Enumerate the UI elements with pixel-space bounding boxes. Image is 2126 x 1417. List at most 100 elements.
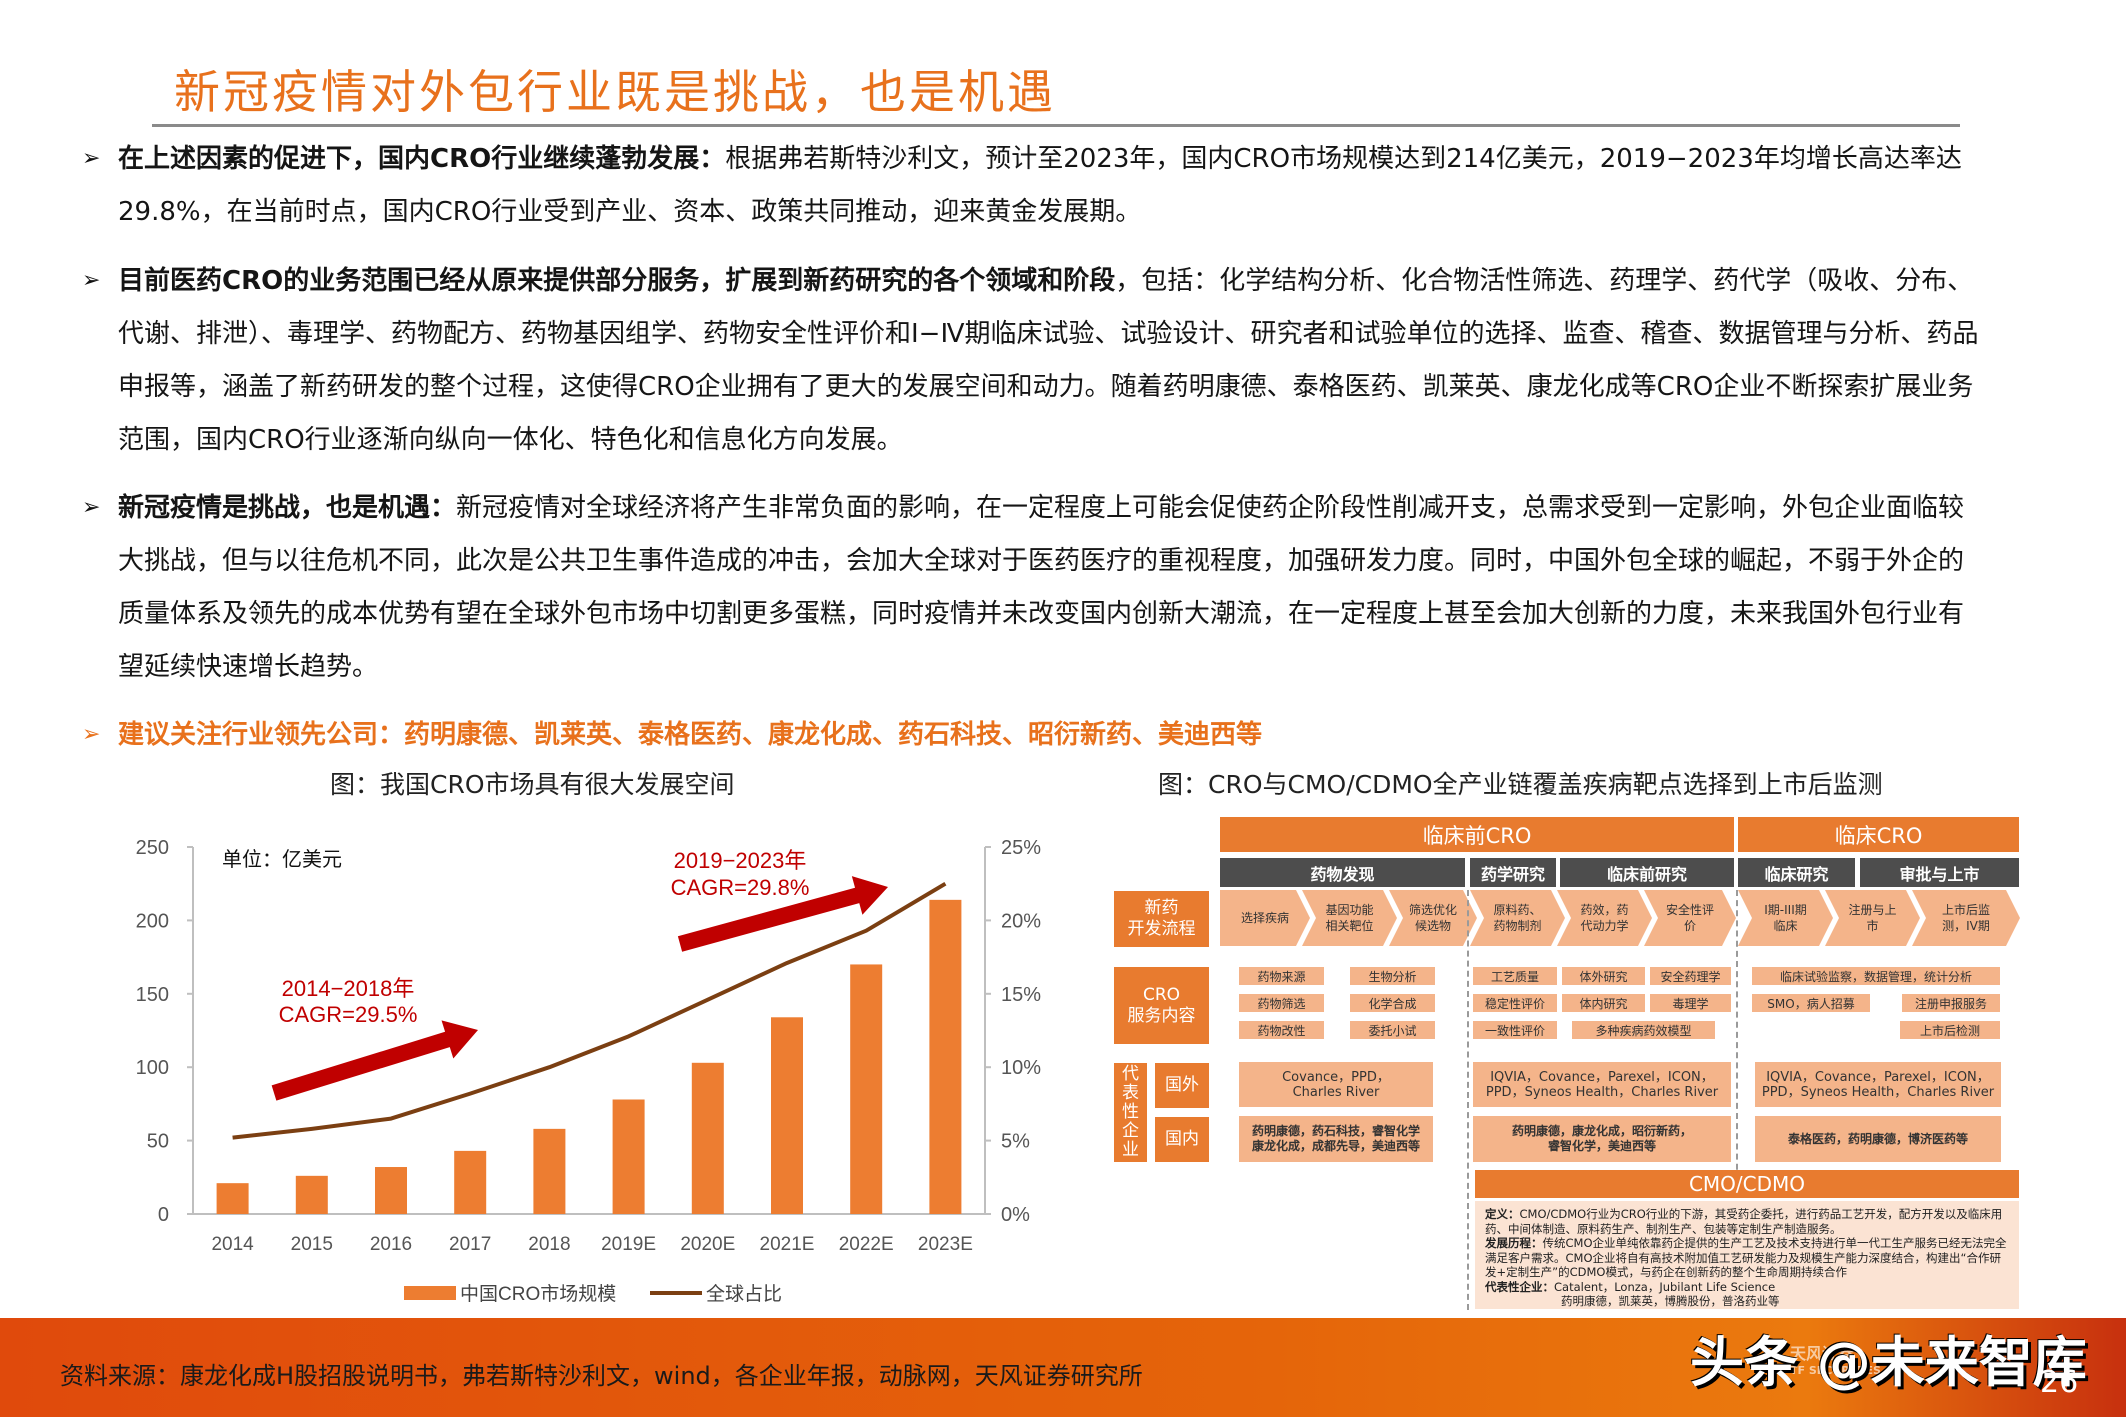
company-box: IQVIA，Covance，Parexel，ICON， PPD，Syneos H… — [1473, 1062, 1731, 1107]
x-tick-label: 2015 — [291, 1234, 333, 1255]
x-tick-label: 2016 — [370, 1234, 412, 1255]
legend-label: 全球占比 — [706, 1283, 782, 1305]
process-step: 原料药、 药物制剂 — [1470, 890, 1565, 946]
cmo-companies-line2: 药明康德，凯莱英，博腾股份，普洛药业等 — [1561, 1294, 1780, 1308]
logo-cn: 天风证券 — [1790, 1344, 1855, 1363]
diagram-caption: 图：CRO与CMO/CDMO全产业链覆盖疾病靶点选择到上市后监测 — [1158, 770, 1883, 799]
cmo-def-label: 定义： — [1485, 1207, 1520, 1221]
service-chip: 注册申报服务 — [1902, 994, 2000, 1012]
stage-pharma-research: 药学研究 — [1470, 858, 1556, 887]
service-chip: 临床试验监察，数据管理，统计分析 — [1752, 967, 2000, 985]
share-line — [232, 881, 947, 1140]
company-box: 药明康德，康龙化成，昭衍新药， 睿智化学，美迪西等 — [1473, 1116, 1731, 1162]
process-flow: 选择疾病 基因功能 相关靶位 筛选优化 候选物 原料药、 药物制剂 药效，药 代… — [1220, 890, 2020, 946]
service-chip: 化学合成 — [1350, 994, 1435, 1012]
cagr-annotation: 2019−2023年 — [674, 848, 807, 873]
x-tick-label: 2014 — [211, 1234, 254, 1255]
y-tick-label: 150 — [136, 984, 169, 1006]
header-cmo-cdmo: CMO/CDMO — [1475, 1170, 2019, 1198]
bar — [850, 964, 883, 1214]
row-label-process: 新药 开发流程 — [1114, 891, 1209, 947]
service-chip: 生物分析 — [1350, 967, 1435, 985]
y2-tick-label: 0% — [1001, 1204, 1030, 1226]
y-tick-label: 50 — [147, 1131, 169, 1153]
service-chip: 一致性评价 — [1473, 1021, 1557, 1039]
service-chip: 委托小试 — [1350, 1021, 1435, 1039]
x-tick-label: 2019E — [601, 1234, 656, 1255]
row-label-services: CRO 服务内容 — [1114, 967, 1209, 1044]
y-tick-label: 0 — [158, 1204, 169, 1226]
y2-tick-label: 5% — [1001, 1131, 1030, 1153]
stage-clinical-research: 临床研究 — [1738, 858, 1855, 887]
chart-caption: 图：我国CRO市场具有很大发展空间 — [330, 770, 735, 799]
bullet-arrow-icon: ➢ — [82, 268, 101, 293]
paragraph-cro-scope: 目前医药CRO的业务范围已经从原来提供部分服务，扩展到新药研究的各个领域和阶段，… — [118, 255, 1988, 467]
process-step: 上市后监 测，IV期 — [1912, 890, 2020, 946]
x-tick-label: 2023E — [918, 1234, 973, 1255]
header-preclinical-cro: 临床前CRO — [1220, 817, 1734, 852]
bar — [216, 1183, 249, 1214]
paragraph-body: 新冠疫情对全球经济将产生非常负面的影响，在一定程度上可能会促使药企阶段性削减开支… — [118, 493, 1965, 682]
bar — [691, 1062, 724, 1214]
paragraph-body: 根据弗若斯特沙利文，预计至2023年，国内CRO市场规模达到214亿美元，201… — [118, 144, 1962, 227]
cmo-history-label: 发展历程： — [1485, 1236, 1543, 1250]
bullet-arrow-icon: ➢ — [82, 146, 101, 171]
service-chip: 药物改性 — [1239, 1021, 1324, 1039]
service-chip: 体内研究 — [1562, 994, 1645, 1012]
bar — [612, 1099, 645, 1214]
y2-tick-label: 10% — [1001, 1057, 1041, 1079]
cmo-def-text: CMO/CDMO行业为CRO行业的下游，其受药企委托，进行药品工艺开发，配方开发… — [1485, 1207, 2003, 1236]
paragraph-body: ，包括：化学结构分析、化合物活性筛选、药理学、药代学（吸收、分布、代谢、排泄）、… — [118, 266, 1979, 455]
x-tick-label: 2020E — [680, 1234, 735, 1255]
legend-swatch-bar — [404, 1286, 456, 1300]
row-label-companies: 代 表 性 企 业 — [1114, 1063, 1147, 1162]
company-box: IQVIA，Covance，Parexel，ICON， PPD，Syneos H… — [1755, 1062, 2001, 1107]
source-note: 资料来源：康龙化成H股招股说明书，弗若斯特沙利文，wind，各企业年报，动脉网，… — [60, 1362, 1143, 1390]
cagr-annotation: CAGR=29.8% — [671, 875, 810, 900]
process-step: 基因功能 相关靶位 — [1302, 890, 1397, 946]
y2-tick-label: 25% — [1001, 837, 1041, 859]
cmo-companies-label: 代表性企业： — [1485, 1279, 1554, 1294]
tf-securities-logo: 天风证券 TF SECURITIES — [1790, 1340, 1881, 1377]
y-tick-label: 250 — [136, 837, 169, 859]
service-chip: 体外研究 — [1562, 967, 1645, 985]
page-number: 26 — [2040, 1365, 2079, 1400]
page-title: 新冠疫情对外包行业既是挑战，也是机遇 — [174, 65, 1056, 119]
service-chip: 药物筛选 — [1239, 994, 1324, 1012]
service-chip: 上市后检测 — [1900, 1021, 2000, 1039]
process-step: 安全性评 价 — [1644, 890, 1736, 946]
watermark: 头条 @未来智库 — [1690, 1331, 2087, 1394]
trend-arrow-icon — [677, 876, 888, 952]
process-step: 药效，药 代动力学 — [1557, 890, 1652, 946]
service-chip: 毒理学 — [1650, 994, 1731, 1012]
service-chip: 多种疾病药效模型 — [1572, 1021, 1715, 1039]
cmo-companies-line1: Catalent，Lonza，Jubilant Life Science — [1554, 1279, 1776, 1294]
cmo-history-text: 传统CMO企业单纯依靠药企提供的生产工艺及技术支持进行单一代工生产服务已经无法完… — [1485, 1236, 2007, 1279]
service-chip: SMO，病人招募 — [1752, 994, 1870, 1012]
paragraph-cro-growth: 在上述因素的促进下，国内CRO行业继续蓬勃发展：根据弗若斯特沙利文，预计至202… — [118, 133, 1988, 239]
bullet-arrow-icon: ➢ — [82, 495, 101, 520]
paragraph-covid: 新冠疫情是挑战，也是机遇：新冠疫情对全球经济将产生非常负面的影响，在一定程度上可… — [118, 482, 1988, 694]
cro-market-chart: 0 50 100 150 200 250 0% 5% 10% 15% 20% 25% 2014 2015 2… — [136, 837, 1042, 1305]
divider-dashed — [1736, 890, 1738, 1190]
bar — [533, 1128, 566, 1214]
service-chip: 工艺质量 — [1473, 967, 1557, 985]
x-tick-label: 2021E — [760, 1234, 815, 1255]
cmo-description: 定义：CMO/CDMO行业为CRO行业的下游，其受药企委托，进行药品工艺开发，配… — [1475, 1201, 2019, 1309]
y2-tick-label: 20% — [1001, 910, 1041, 932]
process-step: I期-III期 临床 — [1738, 890, 1833, 946]
bar — [295, 1175, 328, 1214]
y-tick-label: 200 — [136, 910, 169, 932]
bar — [929, 899, 962, 1214]
trend-arrow-icon — [271, 1020, 478, 1101]
company-box: 泰格医药，药明康德，博济医药等 — [1755, 1116, 2001, 1162]
process-step: 注册与上 市 — [1825, 890, 1920, 946]
cagr-annotation: CAGR=29.5% — [279, 1002, 418, 1027]
bar — [454, 1150, 487, 1214]
stage-approval-launch: 审批与上市 — [1860, 858, 2019, 887]
y2-tick-label: 15% — [1001, 984, 1041, 1006]
stage-preclinical-research: 临床前研究 — [1560, 858, 1734, 887]
paragraph-recommendation: 建议关注行业领先公司：药明康德、凯莱英、泰格医药、康龙化成、药石科技、昭衍新药、… — [118, 720, 1263, 750]
process-step: 筛选优化 候选物 — [1389, 890, 1477, 946]
unit-label: 单位：亿美元 — [222, 848, 342, 871]
